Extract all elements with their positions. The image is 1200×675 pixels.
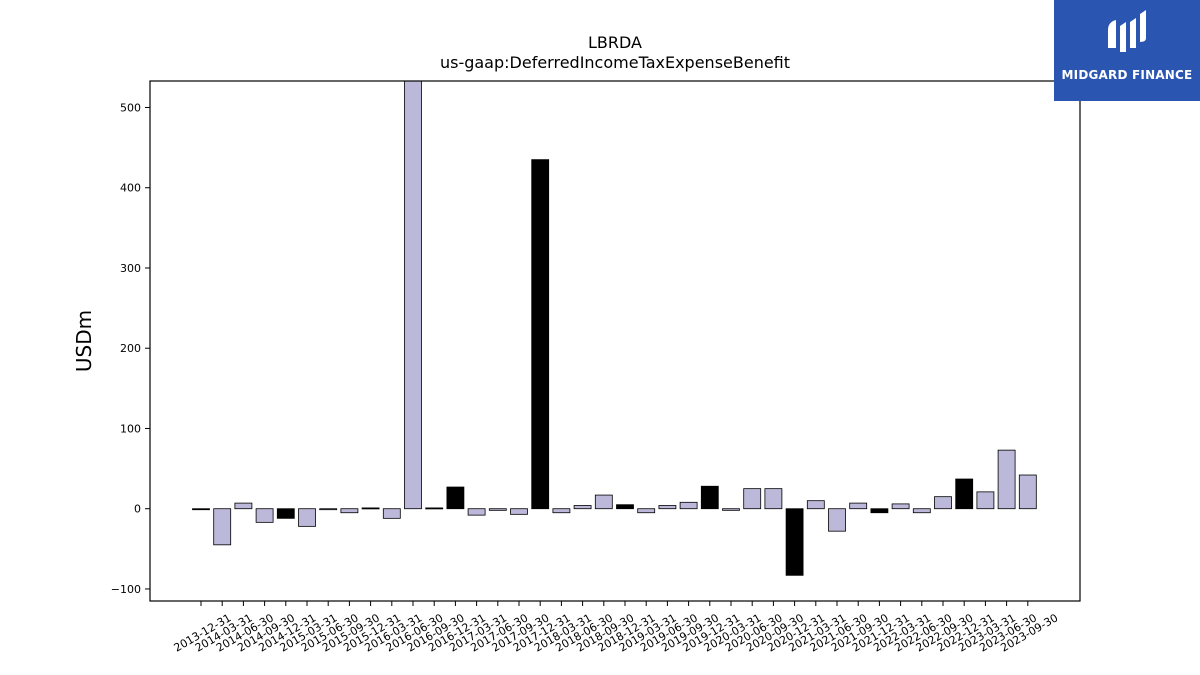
bar-2023-06-30 (997, 449, 1016, 510)
y-axis: −100 0 100 200 300 400 500 (111, 101, 150, 596)
brand-logo: MIDGARD FINANCE (1054, 0, 1200, 101)
bar-2023-03-31 (976, 491, 995, 510)
bar-2014-06-30 (234, 502, 253, 510)
bar-2020-06-30 (743, 488, 762, 510)
bar-2016-12-31 (446, 486, 465, 510)
bar-2014-03-31 (213, 508, 232, 546)
bar-2015-06-30 (319, 508, 338, 511)
bar-2023-09-30 (1018, 474, 1037, 510)
bar-2021-03-31 (806, 500, 825, 510)
bar-2022-03-31 (891, 503, 910, 510)
y-tick-label: 0 (134, 503, 141, 516)
bar-2017-09-30 (510, 508, 528, 515)
y-tick-label: −100 (111, 583, 141, 596)
bar-2017-12-31 (531, 159, 550, 510)
bar-2021-09-30 (849, 502, 868, 510)
y-tick-label: 100 (120, 422, 141, 435)
bar-2015-09-30 (340, 508, 359, 514)
y-tick-label: 300 (120, 262, 141, 275)
bar-2022-12-31 (955, 478, 974, 510)
bar-2020-09-30 (764, 488, 783, 510)
bar-2016-03-31 (382, 508, 401, 519)
bar-2019-03-31 (637, 508, 656, 514)
y-tick-label: 400 (120, 182, 141, 195)
plot-frame (149, 80, 1081, 602)
bar-2022-06-30 (912, 508, 931, 514)
bar-2017-03-31 (467, 508, 486, 516)
bar-2022-09-30 (934, 496, 952, 510)
y-tick-label: 200 (120, 342, 141, 355)
bar-2014-09-30 (255, 508, 274, 523)
bar-2021-12-31 (870, 508, 889, 514)
bar-2019-09-30 (679, 501, 698, 510)
y-axis-label: USDm (72, 310, 96, 372)
bar-2019-06-30 (658, 505, 677, 510)
bar-2021-06-30 (828, 508, 846, 532)
bar-2016-09-30 (425, 507, 444, 510)
bar-2018-12-31 (616, 504, 634, 510)
y-tick-label: 500 (120, 101, 141, 114)
chart-title: LBRDA (588, 33, 642, 52)
bar-2019-12-31 (700, 485, 719, 510)
bar-2020-12-31 (785, 508, 804, 576)
bar-2018-09-30 (594, 494, 613, 510)
brand-name: MIDGARD FINANCE (1061, 68, 1193, 82)
bar-2013-12-31 (192, 508, 210, 511)
bar-2017-06-30 (488, 508, 507, 511)
bar-2016-06-30 (404, 80, 422, 510)
bar-2020-03-31 (722, 508, 740, 511)
logo-mark-icon (1108, 10, 1146, 52)
bar-2015-03-31 (298, 508, 316, 527)
bar-2014-12-31 (276, 508, 295, 519)
x-axis: 2013-12-312014-03-312014-06-302014-09-30… (172, 601, 1060, 655)
bar-2018-03-31 (552, 508, 571, 514)
bar-2015-12-31 (361, 507, 380, 510)
bar-series (192, 80, 1037, 576)
bar-2018-06-30 (573, 505, 592, 510)
chart-subtitle: us-gaap:DeferredIncomeTaxExpenseBenefit (440, 53, 790, 72)
